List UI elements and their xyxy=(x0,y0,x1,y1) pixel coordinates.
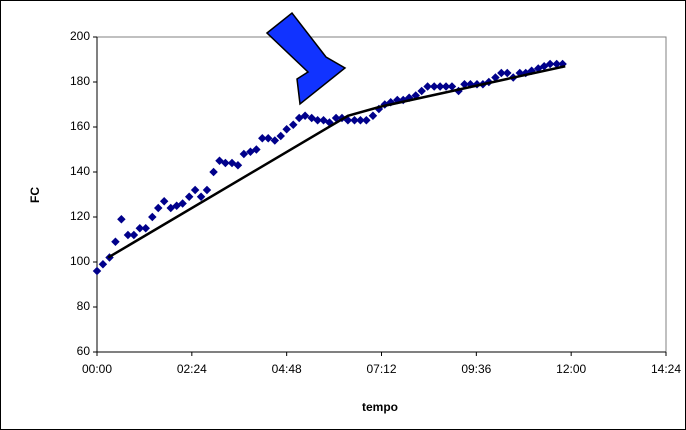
y-tick-label: 80 xyxy=(77,299,91,313)
x-tick-label: 00:00 xyxy=(82,362,112,376)
data-point xyxy=(423,82,432,91)
y-axis-label: FC xyxy=(28,187,42,203)
data-point xyxy=(209,167,218,177)
data-point xyxy=(159,197,169,206)
data-point xyxy=(497,68,506,78)
data-point xyxy=(417,86,426,96)
x-tick-label: 07:12 xyxy=(366,362,396,376)
data-point xyxy=(233,161,243,170)
data-point xyxy=(263,134,273,143)
data-point xyxy=(178,199,187,208)
data-point xyxy=(202,185,212,195)
data-point xyxy=(98,260,108,269)
data-point xyxy=(154,203,163,213)
data-point xyxy=(129,230,139,240)
data-point xyxy=(460,80,469,89)
data-point xyxy=(270,136,280,145)
x-tick-label: 12:00 xyxy=(556,362,586,376)
y-tick-label: 120 xyxy=(70,209,90,223)
trend-line xyxy=(107,65,566,259)
data-point xyxy=(362,116,371,125)
x-tick-label: 09:36 xyxy=(461,362,491,376)
data-point xyxy=(289,120,298,129)
x-axis-label: tempo xyxy=(362,400,398,414)
data-point xyxy=(276,131,285,141)
data-point xyxy=(111,237,120,246)
data-point xyxy=(282,125,291,134)
data-point xyxy=(148,212,157,222)
data-point xyxy=(447,82,457,91)
data-point xyxy=(258,134,267,143)
data-point xyxy=(491,73,500,82)
y-tick-label: 180 xyxy=(70,74,90,88)
annotation-arrow xyxy=(265,11,347,106)
data-point xyxy=(441,82,451,91)
data-point xyxy=(196,192,206,201)
data-point xyxy=(252,145,261,154)
data-point xyxy=(221,158,230,168)
y-tick-label: 200 xyxy=(70,29,90,43)
x-tick-label: 02:24 xyxy=(177,362,207,376)
y-tick-label: 100 xyxy=(70,254,90,268)
data-point xyxy=(123,230,133,240)
data-point xyxy=(92,266,102,276)
data-point xyxy=(435,82,445,91)
data-point xyxy=(368,111,378,120)
y-tick-label: 140 xyxy=(70,164,90,178)
data-point xyxy=(350,116,359,125)
x-tick-label: 14:24 xyxy=(651,362,681,376)
data-point xyxy=(135,224,145,233)
data-point xyxy=(239,149,249,159)
data-point xyxy=(184,192,194,201)
data-point xyxy=(117,215,126,224)
data-point xyxy=(141,224,150,233)
data-point xyxy=(190,185,200,195)
y-tick-label: 60 xyxy=(77,344,91,358)
data-point xyxy=(313,116,322,125)
data-point xyxy=(503,68,512,78)
x-tick-label: 04:48 xyxy=(272,362,302,376)
data-point xyxy=(429,82,439,91)
data-point xyxy=(300,111,310,120)
data-point xyxy=(356,116,365,125)
y-tick-label: 160 xyxy=(70,119,90,133)
